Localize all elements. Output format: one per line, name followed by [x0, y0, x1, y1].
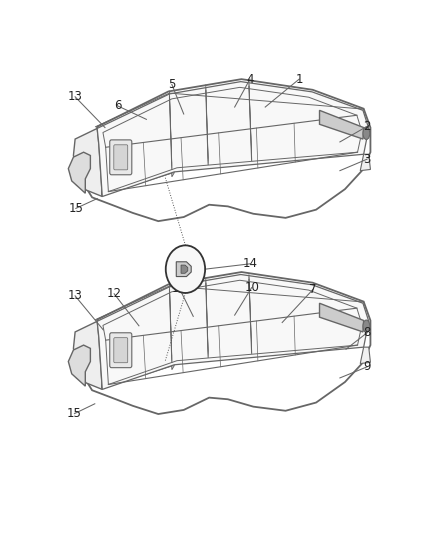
Polygon shape — [360, 347, 371, 364]
Text: 11: 11 — [172, 282, 187, 295]
FancyBboxPatch shape — [110, 333, 132, 368]
Polygon shape — [97, 274, 369, 390]
Text: 13: 13 — [68, 90, 82, 103]
Text: 10: 10 — [244, 281, 259, 294]
Text: 2: 2 — [363, 120, 371, 133]
Polygon shape — [181, 265, 188, 273]
Polygon shape — [176, 262, 191, 277]
FancyBboxPatch shape — [110, 140, 132, 175]
Polygon shape — [68, 152, 90, 193]
Text: 7: 7 — [309, 283, 317, 296]
Polygon shape — [74, 128, 102, 197]
Polygon shape — [320, 110, 364, 139]
Polygon shape — [97, 82, 369, 197]
Polygon shape — [75, 272, 371, 414]
Polygon shape — [360, 154, 371, 171]
Text: 14: 14 — [243, 257, 258, 270]
Text: 5: 5 — [168, 78, 176, 91]
Ellipse shape — [363, 127, 370, 140]
Text: 9: 9 — [363, 360, 371, 373]
Polygon shape — [102, 340, 174, 388]
Polygon shape — [75, 79, 371, 221]
Text: 15: 15 — [67, 407, 82, 420]
Text: 15: 15 — [68, 202, 83, 215]
FancyBboxPatch shape — [114, 145, 128, 170]
Polygon shape — [68, 345, 90, 386]
Text: 6: 6 — [114, 99, 121, 112]
Text: 4: 4 — [246, 72, 254, 86]
Text: 3: 3 — [364, 152, 371, 166]
Polygon shape — [102, 147, 174, 195]
Text: 12: 12 — [107, 287, 122, 300]
Ellipse shape — [363, 320, 370, 333]
FancyBboxPatch shape — [114, 338, 128, 363]
Circle shape — [166, 245, 205, 293]
Polygon shape — [320, 303, 364, 332]
Polygon shape — [74, 321, 102, 390]
Text: 13: 13 — [68, 289, 82, 302]
Text: 1: 1 — [295, 72, 303, 86]
Text: 8: 8 — [364, 326, 371, 340]
